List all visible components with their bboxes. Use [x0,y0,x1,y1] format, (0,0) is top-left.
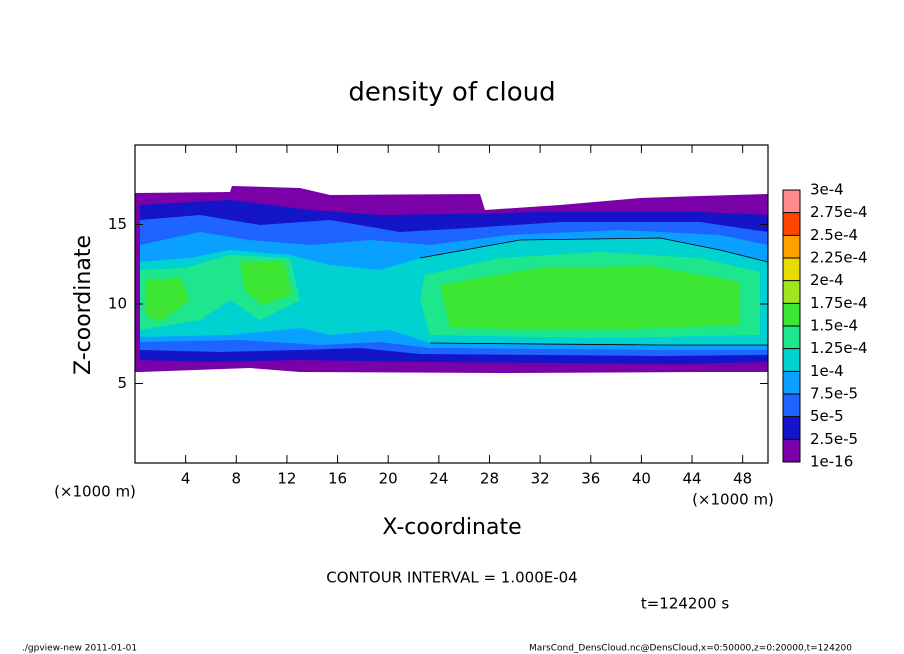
colorbar-swatch [783,190,800,213]
colorbar-label: 3e-4 [810,181,844,199]
colorbar-label: 2.75e-4 [810,203,868,221]
colorbar-swatch [783,258,800,281]
footer-left: ./gpview-new 2011-01-01 [22,644,137,654]
y-tick-label: 15 [108,215,127,233]
y-tick-label: 10 [108,295,127,313]
x-axis-label: X-coordinate [382,515,521,540]
x-tick-label: 28 [480,470,499,488]
footer-right: MarsCond_DensCloud.nc@DensCloud,x=0:5000… [529,644,852,654]
chart-title: density of cloud [348,78,555,108]
x-unit: (×1000 m) [692,491,774,509]
colorbar-swatch [783,235,800,258]
contour-line [419,237,769,346]
colorbar-swatch [783,303,800,326]
x-tick-label: 24 [429,470,448,488]
x-tick-label: 12 [277,470,296,488]
x-tick-label: 44 [682,470,701,488]
x-tick-label: 8 [232,470,242,488]
time-label: t=124200 s [641,595,729,613]
colorbar-label: 5e-5 [810,407,844,425]
y-unit: (×1000 m) [54,483,136,501]
colorbar-label: 1.25e-4 [810,339,868,357]
x-tick-label: 48 [733,470,752,488]
x-tick-label: 20 [379,470,398,488]
colorbar-label: 2e-4 [810,271,844,289]
colorbar-swatch [783,326,800,349]
colorbar-label: 1e-16 [810,453,853,471]
colorbar-label: 2.5e-4 [810,226,858,244]
x-tick-label: 16 [328,470,347,488]
x-tick-label: 40 [632,470,651,488]
x-tick-label: 4 [181,470,191,488]
colorbar-swatch [783,416,800,440]
colorbar-label: 1.75e-4 [810,294,868,312]
contour-fill [145,262,740,330]
y-axis-label: Z-coordinate [71,235,96,375]
field [135,186,769,373]
colorbar-label: 7.5e-5 [810,385,858,403]
colorbar-swatch [783,371,800,394]
colorbar-label: 1e-4 [810,362,844,380]
x-tick-label: 32 [531,470,550,488]
colorbar-label: 2.5e-5 [810,430,858,448]
y-tick-label: 5 [117,374,127,392]
colorbar-swatch [783,394,800,417]
colorbar-swatch [783,212,800,236]
colorbar-label: 2.25e-4 [810,249,868,267]
colorbar-swatch [783,348,800,372]
colorbar-label: 1.5e-4 [810,317,858,335]
colorbar-swatch [783,439,800,462]
contour-interval: CONTOUR INTERVAL = 1.000E-04 [326,569,577,587]
colorbar-swatch [783,280,800,304]
x-tick-label: 36 [581,470,600,488]
